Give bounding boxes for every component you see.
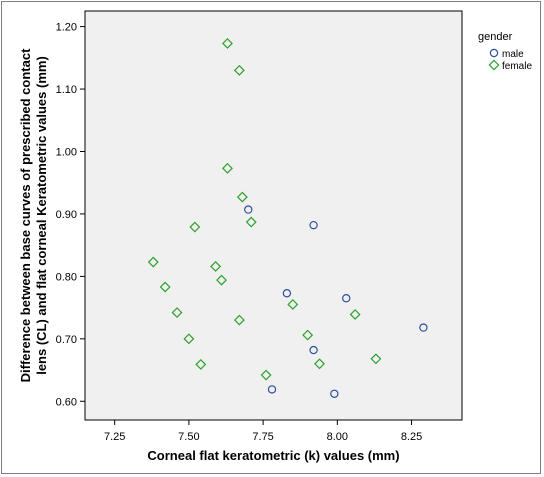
female-point — [222, 38, 233, 49]
x-tick-label: 8.00 — [327, 431, 348, 443]
y-tick-label: 1.10 — [56, 84, 77, 96]
y-tick-label: 1.00 — [56, 146, 77, 158]
y-tick-label: 0.90 — [56, 209, 77, 221]
female-point — [370, 353, 382, 365]
female-point — [159, 281, 171, 293]
y-tick-label: 0.70 — [56, 334, 77, 346]
male-point — [419, 323, 428, 332]
y-tick-label: 1.20 — [56, 22, 77, 34]
female-point — [302, 329, 314, 341]
female-point — [260, 369, 272, 381]
plot-background — [84, 10, 463, 421]
female-point — [236, 191, 248, 203]
female-point — [314, 358, 325, 370]
male-point — [309, 345, 318, 355]
axis-titles: Corneal flat keratometric (k) values (mm… — [18, 48, 400, 463]
male-point — [330, 389, 339, 398]
female-point — [189, 221, 201, 233]
y-axis-title-line-1: Difference between base curves of prescr… — [18, 48, 33, 382]
female-point — [216, 274, 227, 286]
y-tick-label: 0.60 — [56, 396, 77, 408]
female-point — [195, 358, 207, 370]
male-point — [244, 205, 253, 214]
y-tick-label: 0.80 — [56, 271, 77, 283]
legend-female-label: female — [502, 61, 532, 72]
female-point — [245, 216, 257, 228]
x-axis-title: Corneal flat keratometric (k) values (mm… — [147, 448, 399, 463]
legend-male-label: male — [502, 49, 524, 60]
female-point — [210, 260, 222, 272]
female-point — [287, 299, 299, 310]
axis-ticks: 0.60 0.70 0.80 0.90 1.00 1.10 1.20 7.25 7.50 7.75… — [56, 22, 423, 443]
data-points — [147, 38, 428, 398]
male-point — [342, 294, 351, 303]
male-point — [309, 220, 318, 230]
female-point — [222, 162, 233, 174]
male-point — [267, 385, 277, 394]
female-point — [183, 333, 195, 345]
series-male — [244, 205, 428, 398]
female-point — [349, 309, 361, 320]
x-tick-label: 7.75 — [252, 431, 273, 443]
y-axis-title-line-2: lens (CL) and flat corneal Keratometric … — [34, 56, 49, 375]
x-tick-label: 7.25 — [104, 431, 125, 443]
female-point — [171, 307, 183, 319]
male-point — [282, 289, 292, 298]
plot-area — [84, 10, 463, 421]
legend-female-marker — [488, 59, 500, 71]
legend-title: gender — [478, 31, 513, 43]
legend-male-marker — [489, 48, 499, 58]
x-tick-label: 8.25 — [401, 431, 422, 443]
x-tick-label: 7.50 — [178, 431, 199, 443]
female-point — [147, 256, 159, 268]
female-point — [233, 314, 245, 326]
female-point — [233, 64, 245, 76]
series-female — [147, 38, 382, 381]
